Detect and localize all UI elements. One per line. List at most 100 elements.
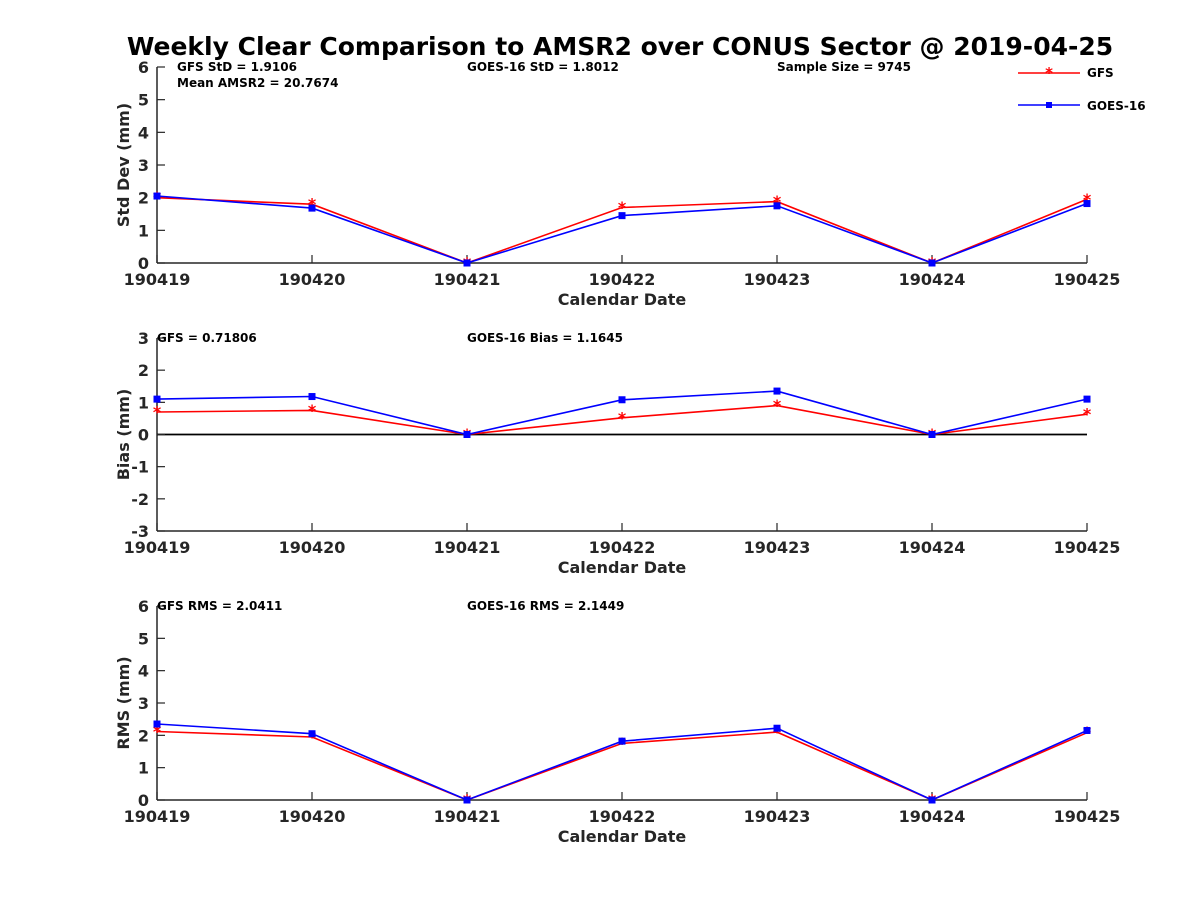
legend-goes16-marker — [1046, 102, 1052, 108]
panel-2-y-tick-label: -3 — [131, 522, 149, 541]
panel-3: 0 1 2 3 4 5 6 190419 190420 190421 190422 190423 190… — [114, 597, 1120, 846]
panel-2-series-gfs-point: * — [153, 402, 162, 421]
panel-2-annotation-left: GFS = 0.71806 — [157, 331, 257, 345]
panel-1-x-tick-label: 190419 — [124, 270, 191, 289]
panel-3-x-tick-label: 190421 — [434, 807, 501, 826]
legend: * GFS GOES-16 — [1018, 64, 1146, 113]
panel-1-y-axis-label: Std Dev (mm) — [114, 103, 133, 227]
panel-1-x-tick-label: 190422 — [589, 270, 656, 289]
panel-1-x-tick-label: 190423 — [744, 270, 811, 289]
panel-1-y-tick-label: 3 — [138, 156, 149, 175]
panel-3-x-tick-label: 190423 — [744, 807, 811, 826]
panel-1-series-goes16-point — [618, 212, 626, 220]
panel-3-x-tick-label: 190424 — [899, 807, 966, 826]
panel-2-x-axis-label: Calendar Date — [558, 558, 687, 577]
panel-1-y-tick-label: 6 — [138, 58, 149, 77]
panel-1-series-goes16-point — [928, 259, 936, 267]
panel-3-x-axis-label: Calendar Date — [558, 827, 687, 846]
panel-1-series-gfs-point: * — [308, 195, 317, 214]
panel-2-annotation-middle: GOES-16 Bias = 1.1645 — [467, 331, 623, 345]
panel-2-x-tick-label: 190420 — [279, 538, 346, 557]
panel-1-series-goes16-point — [773, 202, 781, 210]
panel-1-y-tick-label: 1 — [138, 221, 149, 240]
panel-3-y-axis-label: RMS (mm) — [114, 656, 133, 749]
panel-3-y-tick-label: 0 — [138, 791, 149, 810]
panel-1-series-gfs-point: * — [1083, 190, 1092, 209]
figure-title: Weekly Clear Comparison to AMSR2 over CO… — [127, 32, 1113, 61]
panel-2-series-goes16-point — [928, 431, 936, 438]
panel-3-series-goes16-point — [463, 796, 471, 804]
panel-1-series-goes16-point — [153, 192, 161, 200]
panel-3-series-gfs-point: * — [773, 723, 782, 742]
panel-2-y-axis-label: Bias (mm) — [114, 389, 133, 481]
panel-2-x-tick-label: 190419 — [124, 538, 191, 557]
panel-3-series-goes16-point — [773, 724, 781, 732]
panel-3-y-tick-label: 1 — [138, 759, 149, 778]
panel-2-y-tick-label: 2 — [138, 361, 149, 380]
legend-gfs-label: GFS — [1087, 66, 1114, 80]
legend-goes16-label: GOES-16 — [1087, 99, 1146, 113]
panel-3-x-tick-label: 190425 — [1054, 807, 1121, 826]
panel-2-y-tick-label: 1 — [138, 393, 149, 412]
panel-1-series-gfs-point: * — [773, 192, 782, 211]
panel-2-series-gfs-point: * — [618, 408, 627, 427]
panel-3-x-tick-label: 190422 — [589, 807, 656, 826]
panel-2-x-tick-label: 190423 — [744, 538, 811, 557]
panel-2-series-gfs-point: * — [1083, 405, 1092, 424]
panel-2-x-tick-label: 190421 — [434, 538, 501, 557]
panel-3-y-tick-label: 4 — [138, 662, 149, 681]
panel-1: 0 1 2 3 4 5 6 190419 190420 190421 190422 190423 190… — [114, 58, 1120, 309]
panel-2-y-tick-label: 0 — [138, 426, 149, 445]
panel-1-annotation-left: Mean AMSR2 = 20.7674 — [177, 76, 338, 90]
panel-2-series-goes16-point — [463, 431, 471, 438]
panel-2-series-goes16-point — [1083, 395, 1091, 403]
panel-3-x-tick-label: 190419 — [124, 807, 191, 826]
panel-1-series-gfs-point: * — [618, 198, 627, 217]
panel-3-y-tick-label: 3 — [138, 694, 149, 713]
panel-1-annotation-middle: GOES-16 StD = 1.8012 — [467, 60, 619, 74]
panel-1-annotation-right: Sample Size = 9745 — [777, 60, 911, 74]
panel-2-x-tick-label: 190424 — [899, 538, 966, 557]
panel-3-annotation-left: GFS RMS = 2.0411 — [157, 599, 282, 613]
panel-1-y-tick-label: 5 — [138, 91, 149, 110]
panel-1-x-tick-label: 190424 — [899, 270, 966, 289]
panels: 0 1 2 3 4 5 6 190419 190420 190421 190422 190423 190… — [114, 58, 1120, 846]
panel-2-series-goes16-point — [773, 387, 781, 395]
panel-3-series-goes16-point — [618, 737, 626, 745]
panel-1-y-tick-label: 0 — [138, 254, 149, 273]
panel-3-series-goes16-point — [308, 730, 316, 738]
panel-2-x-tick-label: 190422 — [589, 538, 656, 557]
panel-2-y-tick-label: 3 — [138, 329, 149, 348]
panel-2: -3 -2 -1 0 1 2 3 190419 190420 190421 190422 190423… — [114, 329, 1120, 577]
panel-2-series-goes16-point — [618, 396, 626, 404]
panel-2-series-goes16-point — [153, 395, 161, 403]
panel-1-y-tick-label: 4 — [138, 123, 149, 142]
legend-gfs-marker: * — [1045, 64, 1053, 82]
panel-1-x-tick-label: 190421 — [434, 270, 501, 289]
panel-1-series-goes16-point — [463, 259, 471, 267]
panel-3-series-goes16-point — [1083, 726, 1091, 734]
panel-3-y-tick-label: 5 — [138, 629, 149, 648]
panel-1-series-goes16-point — [1083, 200, 1091, 208]
panel-3-y-tick-label: 2 — [138, 726, 149, 745]
panel-3-series-goes16-point — [153, 720, 161, 728]
panel-2-y-tick-label: -1 — [131, 458, 149, 477]
panel-3-y-tick-label: 6 — [138, 597, 149, 616]
panel-1-x-tick-label: 190420 — [279, 270, 346, 289]
panel-2-series-goes16-point — [308, 393, 316, 401]
panel-3-series-gfs-point: * — [153, 722, 162, 741]
panel-3-series-goes16-point — [928, 796, 936, 804]
panel-2-y-tick-label: -2 — [131, 490, 149, 509]
panel-2-series-gfs-point: * — [308, 401, 317, 420]
panel-3-x-tick-label: 190420 — [279, 807, 346, 826]
panel-2-x-tick-label: 190425 — [1054, 538, 1121, 557]
panel-1-x-axis-label: Calendar Date — [558, 290, 687, 309]
panel-1-annotation-left: GFS StD = 1.9106 — [177, 60, 297, 74]
panel-2-series-gfs-point: * — [773, 396, 782, 415]
panel-1-y-tick-label: 2 — [138, 189, 149, 208]
panel-3-annotation-middle: GOES-16 RMS = 2.1449 — [467, 599, 624, 613]
panel-1-x-tick-label: 190425 — [1054, 270, 1121, 289]
panel-1-series-goes16-point — [308, 204, 316, 212]
